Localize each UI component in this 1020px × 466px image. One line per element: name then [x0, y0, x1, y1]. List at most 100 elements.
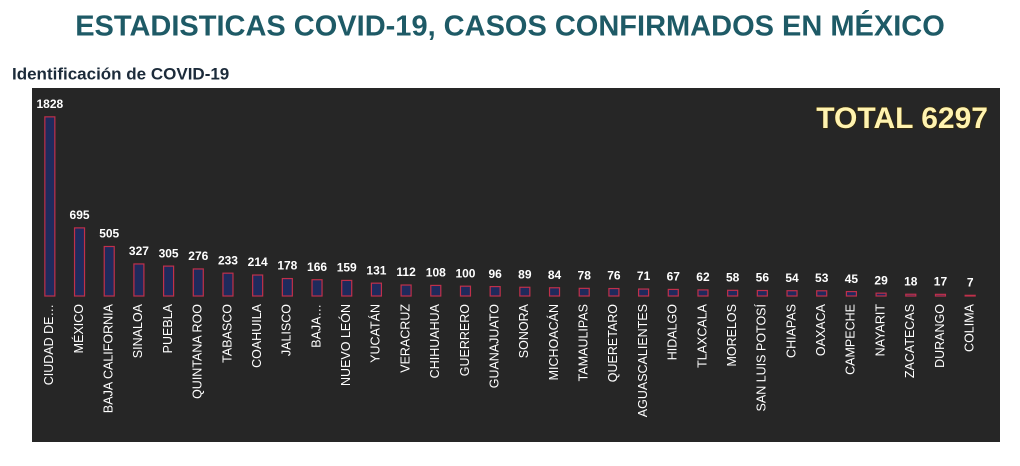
bar — [459, 285, 472, 297]
chart-title: ESTADISTICAS COVID-19, CASOS CONFIRMADOS… — [75, 9, 945, 43]
x-tick-label: QUERETARO — [606, 304, 620, 383]
value-label: 62 — [696, 270, 710, 284]
bar — [222, 272, 234, 297]
value-label: 67 — [667, 270, 681, 284]
x-tick-label: SAN LUIS POTOSÍ — [754, 303, 769, 411]
bar — [341, 279, 353, 297]
bar — [252, 274, 264, 297]
value-label: 53 — [815, 271, 829, 285]
x-tick-label: TLAXCALA — [695, 303, 709, 368]
value-label: 112 — [396, 265, 416, 279]
x-tick-label: MICHOACÁN — [546, 304, 561, 380]
value-label: 100 — [455, 266, 475, 280]
value-label: 56 — [756, 271, 770, 285]
value-label: 76 — [607, 269, 621, 283]
bar — [281, 277, 293, 297]
value-label: 58 — [726, 270, 740, 284]
bar — [875, 292, 887, 297]
value-label: 18 — [904, 274, 918, 288]
x-tick-label: GUANAJUATO — [487, 304, 501, 389]
bar — [548, 287, 561, 297]
value-label: 131 — [366, 263, 386, 277]
x-tick-label: CIUDAD DE… — [42, 304, 56, 385]
bar — [727, 289, 739, 297]
bar — [845, 290, 858, 297]
x-tick-label: COLIMA — [962, 303, 976, 352]
x-tick-label: PUEBLA — [161, 303, 175, 353]
bar — [637, 288, 650, 297]
bar — [44, 116, 56, 297]
value-label: 233 — [218, 253, 238, 267]
x-tick-label: MORELOS — [725, 304, 739, 367]
x-tick-label: CHIAPAS — [784, 304, 798, 358]
bar — [964, 294, 976, 297]
x-tick-label: BAJA… — [309, 304, 323, 348]
value-label: 54 — [785, 271, 799, 285]
value-label: 17 — [934, 275, 948, 289]
bar — [786, 290, 798, 297]
x-tick-label: HIDALGO — [666, 304, 680, 361]
x-tick-label: TAMAULIPAS — [577, 304, 591, 381]
bar — [400, 284, 412, 297]
bar — [370, 282, 383, 297]
x-tick-label: BAJA CALIFORNIA — [102, 303, 116, 413]
bar — [162, 265, 175, 297]
value-label: 1828 — [36, 97, 63, 111]
value-label: 178 — [277, 259, 297, 273]
bar — [489, 285, 501, 297]
bar — [756, 289, 768, 297]
x-tick-label: MÉXICO — [71, 304, 86, 354]
value-label: 84 — [548, 268, 562, 282]
x-tick-label: YUCATÁN — [368, 304, 383, 363]
bar — [133, 263, 145, 297]
bar — [103, 245, 115, 297]
value-label: 29 — [874, 273, 888, 287]
bar — [519, 286, 531, 297]
x-tick-label: CAMPECHE — [844, 304, 858, 375]
x-tick-label: CHIHUAHUA — [428, 303, 442, 378]
x-tick-label: VERACRUZ — [398, 304, 412, 373]
x-tick-label: OAXACA — [814, 303, 828, 356]
x-tick-label: ZACATECAS — [903, 304, 917, 378]
value-label: 89 — [518, 267, 532, 281]
bar — [667, 288, 679, 297]
value-label: 695 — [70, 208, 90, 222]
x-tick-label: COAHUILA — [250, 303, 264, 368]
x-tick-label: SONORA — [517, 303, 531, 358]
value-label: 45 — [845, 272, 859, 286]
bar — [578, 287, 590, 297]
bar — [73, 227, 86, 297]
value-label: 305 — [159, 246, 179, 260]
value-label: 166 — [307, 260, 327, 274]
value-label: 71 — [637, 269, 651, 283]
value-label: 505 — [99, 227, 119, 241]
total-annotation: TOTAL 6297 — [816, 102, 988, 135]
x-tick-label: TABASCO — [220, 304, 234, 363]
chart-subtitle: Identificación de COVID-19 — [12, 64, 229, 83]
value-label: 327 — [129, 244, 149, 258]
x-tick-label: NAYARIT — [873, 304, 887, 357]
value-label: 78 — [578, 269, 592, 283]
bar — [311, 279, 323, 297]
value-label: 108 — [426, 266, 446, 280]
value-label: 96 — [488, 267, 502, 281]
bar — [816, 290, 828, 297]
x-tick-label: GUERRERO — [458, 304, 472, 377]
x-tick-label: QUINTANA ROO — [191, 304, 205, 399]
bar — [905, 293, 917, 297]
bar — [192, 268, 204, 297]
x-tick-label: JALISCO — [280, 304, 294, 356]
bar — [697, 289, 709, 297]
bar — [608, 287, 620, 297]
value-label: 7 — [967, 275, 974, 289]
bar — [934, 293, 947, 297]
bar — [430, 284, 442, 297]
x-tick-label: SINALOA — [131, 303, 145, 358]
value-label: 214 — [248, 255, 268, 269]
x-tick-label: DURANGO — [933, 304, 947, 368]
value-label: 276 — [188, 249, 208, 263]
x-tick-label: NUEVO LEÓN — [338, 304, 353, 386]
plot-panel — [32, 88, 1000, 442]
x-tick-label: AGUASCALIENTES — [636, 304, 650, 417]
